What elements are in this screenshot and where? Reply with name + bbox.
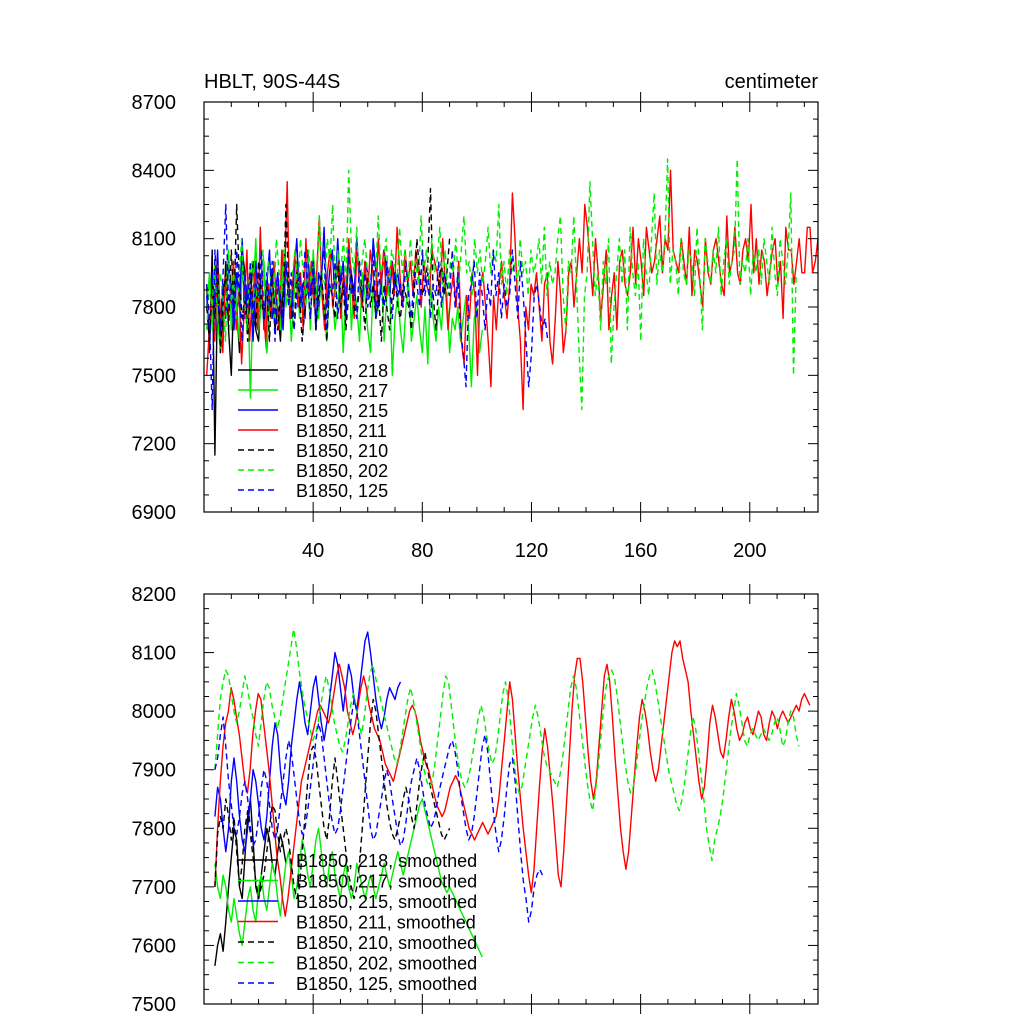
axes-group: 7500 7600 7700 7800 7900 8000 8100 8200 (132, 584, 819, 1016)
series-line-1 (214, 798, 483, 958)
legend-label: B1850, 217, smoothed (296, 872, 477, 892)
legend-label: B1850, 210 (296, 441, 388, 461)
legend-label: B1850, 202, smoothed (296, 954, 477, 974)
legend-label: B1850, 215 (296, 401, 388, 421)
series-line-3 (214, 640, 811, 917)
y-tick-label: 7200 (132, 434, 177, 456)
y-tick-label: 7800 (132, 297, 177, 319)
series-line-6 (206, 203, 549, 411)
legend-label: B1850, 218, smoothed (296, 851, 477, 871)
chart-title: HBLT, 90S-44S (204, 71, 340, 93)
bottom-panel: 7500 7600 7700 7800 7900 8000 8100 8200 B1850, … (132, 584, 819, 1016)
y-tick-label: 7500 (132, 994, 177, 1016)
x-tick-label: 120 (515, 540, 548, 562)
series-group (206, 158, 819, 456)
legend-label: B1850, 218 (296, 361, 388, 381)
y-tick-label: 7900 (132, 760, 177, 782)
x-tick-label: 160 (624, 540, 657, 562)
y-tick-label: 8200 (132, 584, 177, 606)
legend-label: B1850, 217 (296, 381, 388, 401)
x-tick-label: 200 (733, 540, 766, 562)
series-line-2 (214, 631, 402, 853)
series-group (214, 628, 811, 966)
x-tick-label: 80 (411, 540, 433, 562)
units-label: centimeter (725, 71, 819, 93)
series-line-6 (214, 698, 544, 923)
series-line-5 (214, 628, 800, 862)
y-tick-label: 7500 (132, 365, 177, 387)
legend-label: B1850, 211 (296, 421, 387, 441)
legend-label: B1850, 125 (296, 481, 388, 501)
legend-label: B1850, 125, smoothed (296, 974, 477, 994)
axes-group: 6900 7200 7500 7800 8100 8400 8700 40 80 120 160 20… (132, 92, 819, 562)
y-tick-label: 6900 (132, 502, 177, 524)
series-line-1 (206, 237, 483, 399)
series-line-4 (214, 698, 451, 900)
y-tick-label: 8100 (132, 643, 177, 665)
y-tick-label: 8000 (132, 701, 177, 723)
y-tick-label: 8400 (132, 160, 177, 182)
legend-label: B1850, 202 (296, 461, 388, 481)
top-panel: HBLT, 90S-44S centimeter 6900 7200 7500 780… (132, 71, 819, 562)
x-tick-label: 40 (302, 540, 324, 562)
y-tick-label: 7600 (132, 935, 177, 957)
series-line-5 (206, 158, 797, 411)
y-tick-label: 8700 (132, 92, 177, 114)
y-tick-label: 7800 (132, 818, 177, 840)
y-tick-label: 8100 (132, 229, 177, 251)
y-tick-label: 7700 (132, 877, 177, 899)
legend-label: B1850, 210, smoothed (296, 933, 477, 953)
legend-label: B1850, 215, smoothed (296, 892, 477, 912)
legend-label: B1850, 211, smoothed (296, 913, 476, 933)
